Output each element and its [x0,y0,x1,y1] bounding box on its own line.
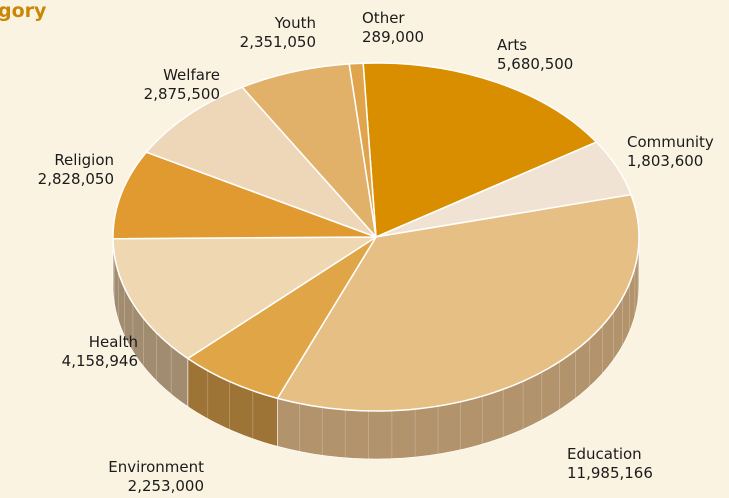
slice-value-health: 4,158,946 [62,352,138,370]
pie-slice-other [348,62,377,238]
pie-slice-health [112,236,377,360]
slice-label-community: Community [627,133,714,151]
slice-label-welfare: Welfare [163,66,220,84]
slice-value-community: 1,803,600 [627,152,703,170]
slice-value-religion: 2,828,050 [38,170,114,188]
slice-value-environment: 2,253,000 [128,477,204,495]
slice-label-religion: Religion [54,151,114,169]
slice-label-arts: Arts [497,36,527,54]
slice-label-health: Health [89,333,138,351]
slice-value-other: 289,000 [362,28,424,46]
slice-value-arts: 5,680,500 [497,55,573,73]
pie-slice-arts [362,62,598,238]
slice-label-education: Education [567,445,642,463]
slice-value-education: 11,985,166 [567,464,653,482]
pie-slice-welfare [145,86,377,238]
slice-value-youth: 2,351,050 [240,33,316,51]
pie-slices [112,62,640,412]
pie-slice-religion [112,151,377,240]
pie-slice-youth [241,63,377,238]
pie-sides [112,236,640,460]
slice-label-environment: Environment [108,458,204,476]
pie-slice-education [276,193,640,412]
chart-title: gory [0,0,47,22]
pie-slice-environment [187,236,377,400]
slice-label-youth: Youth [274,14,316,32]
slice-value-welfare: 2,875,500 [144,85,220,103]
slice-label-other: Other [362,9,405,27]
